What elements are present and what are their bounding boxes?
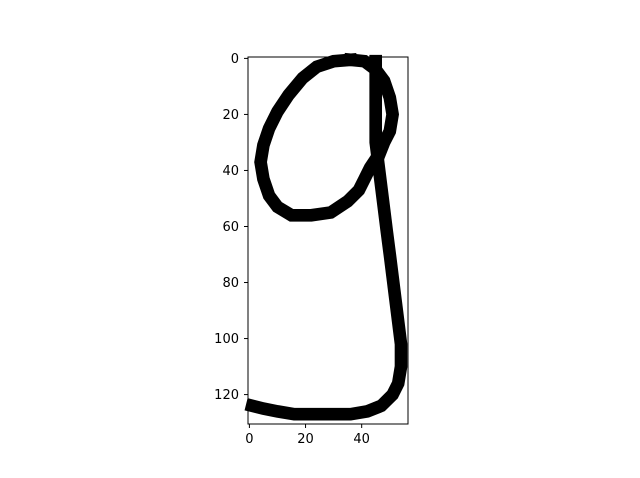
image-content: [244, 52, 408, 421]
stroke-segment-3: [244, 54, 408, 421]
axes-frame: [247, 56, 409, 425]
y-tick-label: 80: [222, 276, 239, 291]
x-tick-label: 0: [245, 432, 253, 447]
y-tick-label: 20: [222, 108, 239, 123]
y-tick-label: 60: [222, 220, 239, 235]
plot-area: [244, 52, 409, 425]
y-tick-label: 120: [214, 388, 239, 403]
y-axis: 0 20 40 60 80 100 120: [214, 52, 248, 403]
y-tick-label: 0: [231, 52, 239, 67]
x-tick-label: 40: [353, 432, 370, 447]
stroke-segment-2: [343, 52, 400, 165]
x-axis: 0 20 40: [245, 424, 370, 447]
y-tick-label: 40: [222, 164, 239, 179]
stroke-segment-1: [254, 52, 385, 222]
y-tick-label: 100: [214, 332, 239, 347]
x-tick-label: 20: [297, 432, 314, 447]
